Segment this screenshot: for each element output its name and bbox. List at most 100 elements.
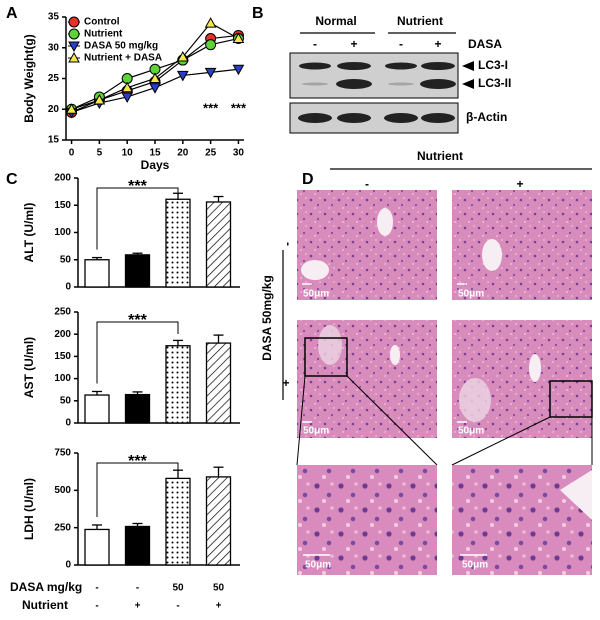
- marker: [149, 72, 161, 83]
- lane-label: -: [399, 37, 403, 51]
- marker: [65, 103, 78, 114]
- y-tick-label: 500: [54, 485, 71, 496]
- y-tick-label: 50: [60, 395, 72, 406]
- condition-value: -: [95, 583, 98, 594]
- legend-label: Nutrient: [84, 29, 123, 40]
- vessel: [560, 470, 592, 520]
- scale-bars: [302, 283, 487, 556]
- band-label: LC3-II: [478, 76, 511, 90]
- column-level: +: [516, 177, 523, 191]
- marker: [121, 81, 134, 93]
- row-level: -: [280, 242, 294, 246]
- legend-label: Nutrient + DASA: [84, 53, 162, 64]
- blot-group: Nutrient: [397, 14, 443, 28]
- vessel: [529, 354, 541, 382]
- lane-label: -: [313, 37, 317, 51]
- legend-marker: [68, 16, 80, 28]
- scale-label: 50μm: [458, 426, 484, 437]
- vessel: [390, 345, 400, 365]
- row-label: DASA 50mg/kg: [260, 275, 274, 361]
- y-tick-label: 35: [48, 12, 60, 23]
- y-axis-label: AST (U/ml): [22, 337, 36, 398]
- column-label: Nutrient: [417, 149, 463, 163]
- micrograph: [297, 190, 437, 300]
- marker: [205, 39, 217, 51]
- y-tick-label: 100: [54, 373, 71, 384]
- x-tick-label: 25: [205, 148, 217, 159]
- marker: [232, 32, 245, 44]
- scale-label: 50μm: [458, 289, 484, 300]
- condition-value: +: [135, 601, 141, 612]
- condition-value: -: [95, 601, 98, 612]
- micrograph: [452, 465, 592, 575]
- bar: [84, 394, 110, 424]
- row-level: +: [282, 376, 289, 390]
- significance-label: ***: [128, 178, 147, 195]
- marker: [176, 50, 189, 62]
- y-tick-label: 750: [54, 448, 71, 459]
- zoom-line: [451, 416, 551, 466]
- inset-box: [304, 337, 348, 377]
- arrowhead: [462, 79, 474, 89]
- y-axis-label: LDH (U/ml): [22, 478, 36, 540]
- marker: [176, 70, 189, 82]
- bands: [298, 62, 456, 123]
- legend-marker: [68, 28, 80, 40]
- vessel: [377, 208, 393, 236]
- annotation: ***: [203, 101, 219, 116]
- micrograph: [452, 190, 592, 300]
- significance-bracket: [96, 462, 179, 517]
- y-axis-label: Body Weight(g): [22, 34, 36, 122]
- significance-bracket: [96, 187, 179, 250]
- panel-label: B: [252, 5, 264, 22]
- legend-marker: [68, 41, 80, 53]
- panel-label: D: [302, 171, 314, 188]
- condition-label: DASA mg/kg: [10, 580, 82, 594]
- condition-label: Nutrient: [22, 598, 68, 612]
- x-tick-label: 20: [177, 148, 189, 159]
- micrograph: [297, 465, 437, 575]
- legend-marker: [68, 51, 80, 63]
- scale-label: 50μm: [303, 426, 329, 437]
- legend-label: Control: [84, 17, 120, 28]
- vessel: [301, 260, 329, 280]
- y-tick-label: 0: [65, 418, 71, 429]
- bar: [165, 477, 191, 566]
- y-tick-label: 25: [48, 73, 60, 84]
- bar: [84, 259, 110, 288]
- x-tick-label: 5: [97, 148, 103, 159]
- loading-label: β-Actin: [466, 110, 507, 124]
- condition-value: -: [136, 583, 139, 594]
- lane-label: +: [350, 37, 357, 51]
- x-tick-label: 0: [69, 148, 75, 159]
- bar: [124, 254, 151, 288]
- blot-group: Normal: [315, 14, 356, 28]
- histology: Nutrient - + DASA 50mg/kg - +: [260, 149, 593, 575]
- y-tick-label: 150: [54, 351, 71, 362]
- annotation: ***: [231, 101, 247, 116]
- bar: [165, 345, 191, 424]
- western-blot: Normal Nutrient - + - + DASA LC3-I LC3-I…: [289, 14, 511, 134]
- scale-label: 50μm: [462, 560, 488, 571]
- column-level: -: [365, 177, 369, 191]
- panel-label: C: [6, 171, 18, 188]
- scale-label: 50μm: [303, 289, 329, 300]
- y-tick-label: 0: [65, 560, 71, 571]
- marker: [93, 93, 106, 105]
- y-tick-label: 200: [54, 329, 71, 340]
- y-tick-label: 30: [48, 42, 60, 53]
- condition-value: 50: [172, 583, 184, 594]
- y-tick-label: 15: [48, 135, 60, 146]
- marker: [121, 92, 134, 103]
- blot-membrane: [289, 52, 459, 99]
- bar: [205, 201, 232, 288]
- bar: [84, 528, 110, 566]
- x-axis-label: Days: [141, 158, 170, 172]
- scale-label: 50μm: [305, 560, 331, 571]
- condition-value: -: [176, 601, 179, 612]
- condition-value: 50: [213, 583, 225, 594]
- lesion: [318, 325, 342, 365]
- bar: [124, 393, 151, 424]
- y-tick-label: 20: [48, 104, 60, 115]
